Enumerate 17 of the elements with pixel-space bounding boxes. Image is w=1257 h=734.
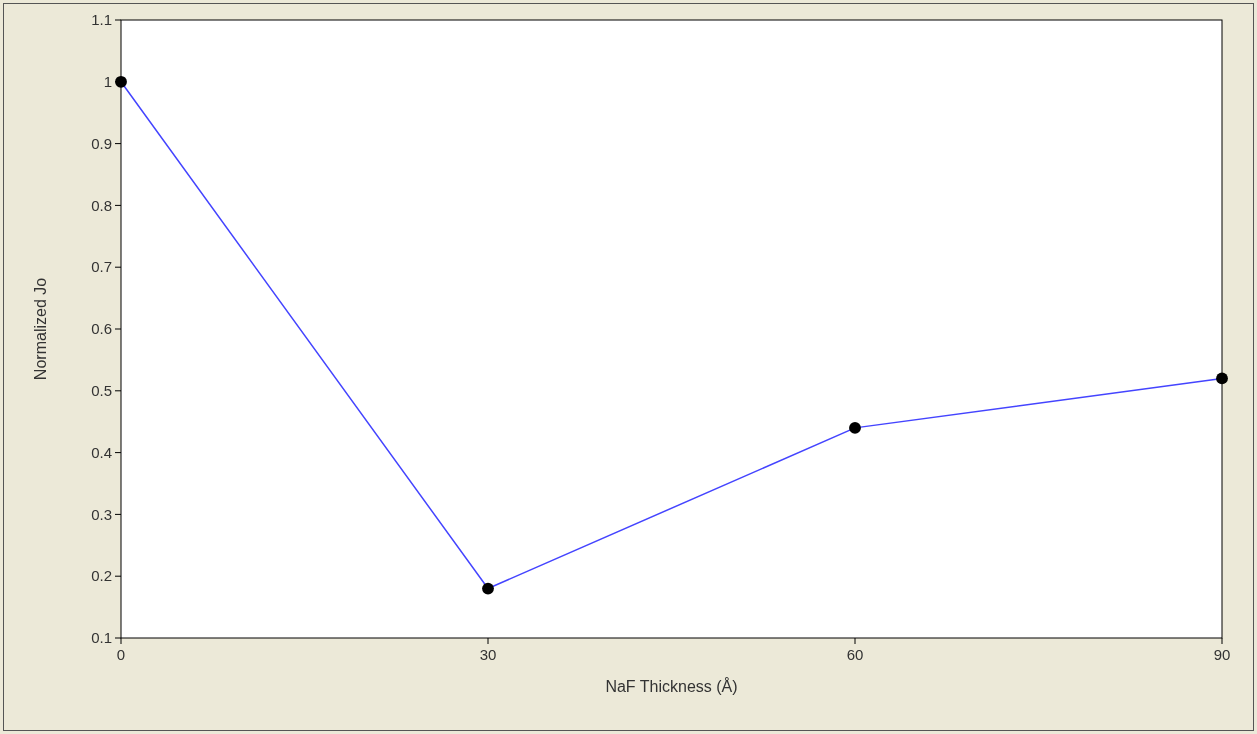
y-tick-label: 0.5	[91, 382, 112, 400]
y-tick-label: 0.9	[91, 134, 112, 152]
y-tick-label: 0.6	[91, 320, 112, 338]
x-tick-label: 60	[846, 646, 864, 663]
y-tick-label: 0.3	[91, 505, 112, 523]
y-tick-label: 1.1	[91, 11, 112, 29]
y-tick-label: 0.7	[91, 258, 112, 276]
x-tick-label: 0	[116, 646, 126, 663]
x-axis-title: NaF Thickness (Å)	[605, 677, 738, 695]
y-axis-title: Normalized Jo	[32, 277, 49, 381]
y-tick-label: 0.2	[91, 567, 112, 585]
x-tick-label: 30	[479, 646, 497, 663]
y-tick-label: 0.8	[91, 196, 112, 214]
y-tick-label: 0.4	[91, 443, 112, 461]
y-tick-label: 0.1	[91, 629, 112, 647]
y-tick-label: 1	[103, 73, 112, 91]
x-tick-label: 90	[1213, 646, 1231, 663]
